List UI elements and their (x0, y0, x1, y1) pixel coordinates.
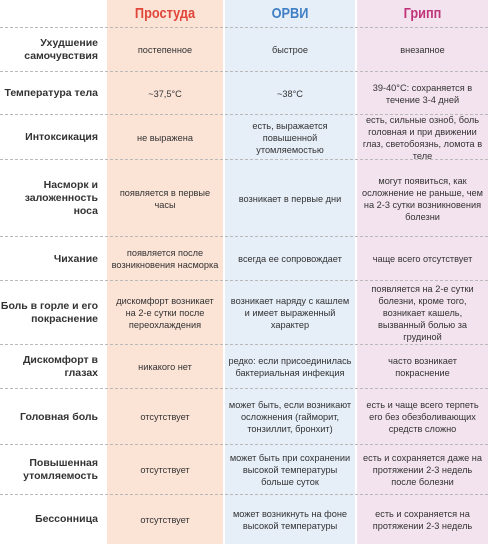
row-label: Бессонница (35, 513, 98, 525)
row-label: Ухудшение самочувствия (24, 37, 98, 62)
row-label: Насморк и заложенность носа (24, 179, 98, 217)
row-label: Повышенная утомляемость (23, 457, 98, 482)
cell-arvi: может быть, если возникают осложнения (г… (228, 400, 352, 434)
table-row: Чихание появляется после возникновения на… (0, 237, 488, 281)
row-label: Интоксикация (25, 131, 98, 143)
row-label: Температура тела (4, 87, 98, 99)
cell-flu: внезапное (400, 45, 445, 55)
table-row: Дискомфорт в глазах никакого нет редко: ес… (0, 345, 488, 389)
cell-arvi: возникает в первые дни (238, 193, 342, 204)
cell-flu: появляется на 2-е сутки болезни, кроме т… (371, 284, 474, 342)
table-row: Боль в горле и его покраснение дискомфорт… (0, 281, 488, 345)
cell-cold: отсутствует (140, 412, 190, 422)
cell-arvi: возникает наряду с кашлем и имеет выраже… (230, 296, 350, 330)
cell-flu: есть и сохраняется даже на протяжении 2-… (363, 453, 482, 487)
cell-arvi: может быть при сохранении высокой темпер… (229, 453, 351, 487)
cell-arvi: всегда ее сопровождает (238, 254, 342, 264)
cell-cold: появляется после возникновения насморка (111, 248, 219, 270)
cell-arvi: быстрое (272, 45, 308, 55)
row-label: Чихание (53, 252, 98, 265)
row-divider (0, 344, 488, 345)
table-row: Бессонница отсутствует может возникнуть на… (0, 495, 488, 544)
cell-flu: часто возникает покраснение (388, 356, 457, 378)
cell-arvi: может возникнуть на фоне высокой темпера… (232, 508, 348, 531)
header-flu: Грипп (403, 4, 442, 22)
cell-cold: отсутствует (140, 514, 190, 525)
cell-cold: не выражена (137, 132, 193, 143)
row-divider (0, 280, 488, 281)
column-background-flu (357, 0, 488, 544)
table-row: Насморк и заложенность носа появляется в … (0, 160, 488, 237)
cell-cold: дискомфорт возникает на 2-е сутки после … (116, 296, 214, 330)
cell-flu: есть и сохраняется на протяжении 2-3 нед… (372, 508, 473, 531)
row-divider (0, 494, 488, 495)
cell-cold: отсутствует (140, 465, 190, 475)
row-divider (0, 114, 488, 115)
cell-arvi: есть, выражается повышенной утомляемость… (252, 120, 328, 155)
row-label: Боль в горле и его покраснение (0, 300, 98, 325)
table-row: Температура тела ~37,5°С ~38°С 39-40°С: сох… (0, 72, 488, 115)
cell-flu: есть, сильные озноб, боль головная и при… (362, 114, 483, 161)
row-divider (0, 27, 488, 28)
row-divider (0, 159, 488, 160)
cell-flu: 39-40°С: сохраняется в течение 3-4 дней (372, 82, 473, 105)
cell-cold: появляется в первые часы (119, 187, 211, 210)
table-row: Повышенная утомляемость отсутствует может … (0, 445, 488, 495)
cell-flu: есть и чаще всего терпеть его без обезбо… (366, 400, 479, 434)
column-background-arvi (225, 0, 355, 544)
row-divider (0, 71, 488, 72)
cell-arvi: ~38°С (277, 88, 303, 99)
row-label: Дискомфорт в глазах (22, 354, 98, 379)
row-divider (0, 444, 488, 445)
cell-cold: постепенное (137, 45, 193, 55)
cell-flu: могут появиться, как осложнение не раньш… (362, 175, 483, 222)
column-background-cold (107, 0, 223, 544)
cell-flu: чаще всего отсутствует (372, 254, 473, 264)
table-row: Головная боль отсутствует может быть, если… (0, 389, 488, 445)
header-arvi: ОРВИ (271, 4, 309, 22)
row-divider (0, 236, 488, 237)
header-cold: Простуда (134, 4, 196, 22)
cell-arvi: редко: если присоединилась бактериальная… (228, 356, 352, 378)
cell-cold: ~37,5°С (148, 88, 182, 99)
table-row: Ухудшение самочувствия постепенное быстрое… (0, 28, 488, 72)
table-row: Интоксикация не выражена есть, выражается … (0, 114, 488, 161)
cell-cold: никакого нет (138, 362, 192, 372)
row-divider (0, 388, 488, 389)
row-label: Головная боль (20, 410, 98, 423)
